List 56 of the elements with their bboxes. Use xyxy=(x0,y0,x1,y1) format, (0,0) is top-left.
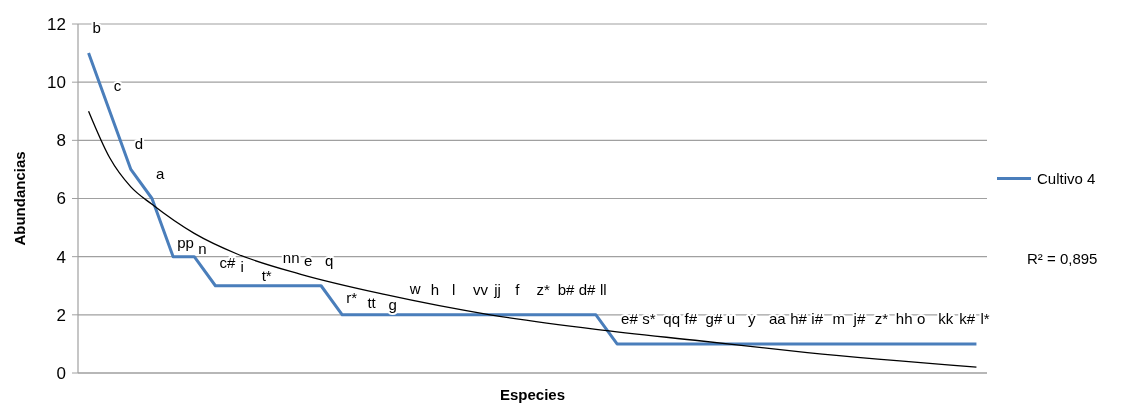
y-tick-label: 2 xyxy=(56,305,66,325)
data-label: d# xyxy=(578,280,597,298)
data-label: s* xyxy=(642,309,656,327)
data-label: b# xyxy=(557,280,575,298)
y-tick-label: 4 xyxy=(56,247,66,267)
y-axis-title: Abundancias xyxy=(11,151,28,246)
data-label: hh xyxy=(895,309,913,327)
data-label: b xyxy=(92,19,101,37)
data-label: t* xyxy=(261,267,272,285)
data-label: c# xyxy=(219,253,236,271)
data-label: k# xyxy=(959,309,976,327)
y-tick-label: 12 xyxy=(47,14,66,34)
data-label: jj xyxy=(493,280,501,298)
data-label: h xyxy=(430,280,440,298)
data-label: aa xyxy=(769,309,787,327)
data-label: nn xyxy=(282,249,300,267)
data-label: tt xyxy=(367,294,377,312)
data-label: a xyxy=(155,164,165,182)
data-label: kk xyxy=(938,309,954,327)
data-label: qq xyxy=(663,309,681,327)
data-label: d xyxy=(134,135,144,153)
text: R² = 0,895 xyxy=(1027,249,1098,267)
data-label: i xyxy=(240,257,244,275)
data-label: g xyxy=(388,296,397,314)
data-label: pp xyxy=(177,233,194,251)
data-label: c xyxy=(113,77,122,95)
data-label: l xyxy=(451,280,456,298)
data-label: z* xyxy=(536,280,550,298)
data-label: ll xyxy=(599,280,607,298)
y-tick-label: 10 xyxy=(47,73,66,93)
data-label: n xyxy=(198,239,207,257)
data-label: l* xyxy=(980,309,990,327)
data-label: u xyxy=(726,309,736,327)
data-label: m xyxy=(832,309,845,327)
line-series xyxy=(87,110,978,368)
data-label: o xyxy=(917,309,926,327)
x-axis-title: Especies xyxy=(499,386,566,403)
data-label: j# xyxy=(852,309,866,327)
data-label: f# xyxy=(684,309,698,327)
data-label: r* xyxy=(346,289,358,307)
data-label: y xyxy=(747,309,756,327)
data-label: h# xyxy=(790,309,808,327)
y-tick-label: 6 xyxy=(56,189,66,209)
data-label: w xyxy=(408,280,421,298)
data-label: g# xyxy=(705,309,723,327)
data-label: e xyxy=(303,251,313,269)
data-label: q xyxy=(325,251,334,269)
data-label: i# xyxy=(811,309,824,327)
y-tick-label: 0 xyxy=(56,363,66,383)
legend-label: Cultivo 4 xyxy=(1037,169,1096,187)
data-label: f xyxy=(515,280,521,298)
data-label: e# xyxy=(621,309,639,327)
data-label: vv xyxy=(473,280,489,298)
y-tick-label: 8 xyxy=(56,131,66,151)
line-series xyxy=(87,51,978,346)
data-label: z* xyxy=(874,309,889,327)
